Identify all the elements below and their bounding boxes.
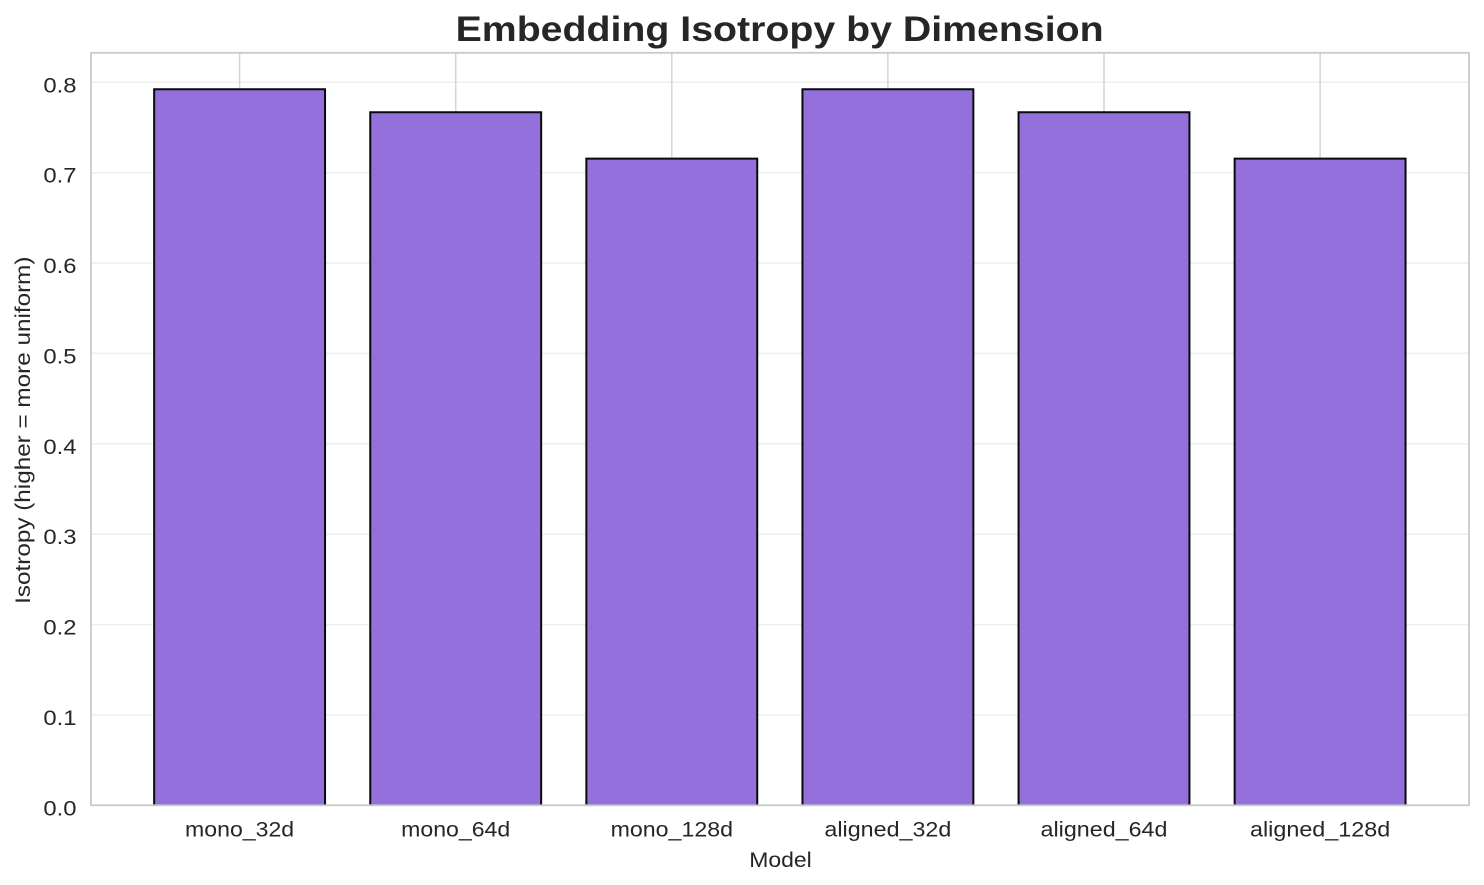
svg-text:0.1: 0.1 [43, 706, 76, 730]
svg-text:mono_64d: mono_64d [401, 817, 510, 841]
svg-text:aligned_64d: aligned_64d [1041, 817, 1168, 841]
svg-text:0.4: 0.4 [43, 435, 76, 459]
svg-text:mono_32d: mono_32d [185, 817, 294, 841]
svg-text:0.2: 0.2 [43, 616, 76, 640]
svg-text:0.5: 0.5 [43, 344, 76, 368]
svg-text:Model: Model [749, 848, 812, 872]
svg-text:0.8: 0.8 [43, 73, 76, 97]
svg-text:mono_128d: mono_128d [611, 817, 733, 841]
svg-text:Isotropy (higher = more unifor: Isotropy (higher = more uniform) [11, 257, 35, 604]
svg-text:0.0: 0.0 [43, 796, 76, 820]
svg-text:aligned_128d: aligned_128d [1250, 817, 1390, 841]
svg-text:0.6: 0.6 [43, 254, 76, 278]
svg-text:Embedding Isotropy by Dimensio: Embedding Isotropy by Dimension [456, 10, 1104, 49]
svg-text:0.7: 0.7 [43, 164, 76, 188]
svg-text:0.3: 0.3 [43, 525, 76, 549]
svg-text:aligned_32d: aligned_32d [824, 817, 951, 841]
